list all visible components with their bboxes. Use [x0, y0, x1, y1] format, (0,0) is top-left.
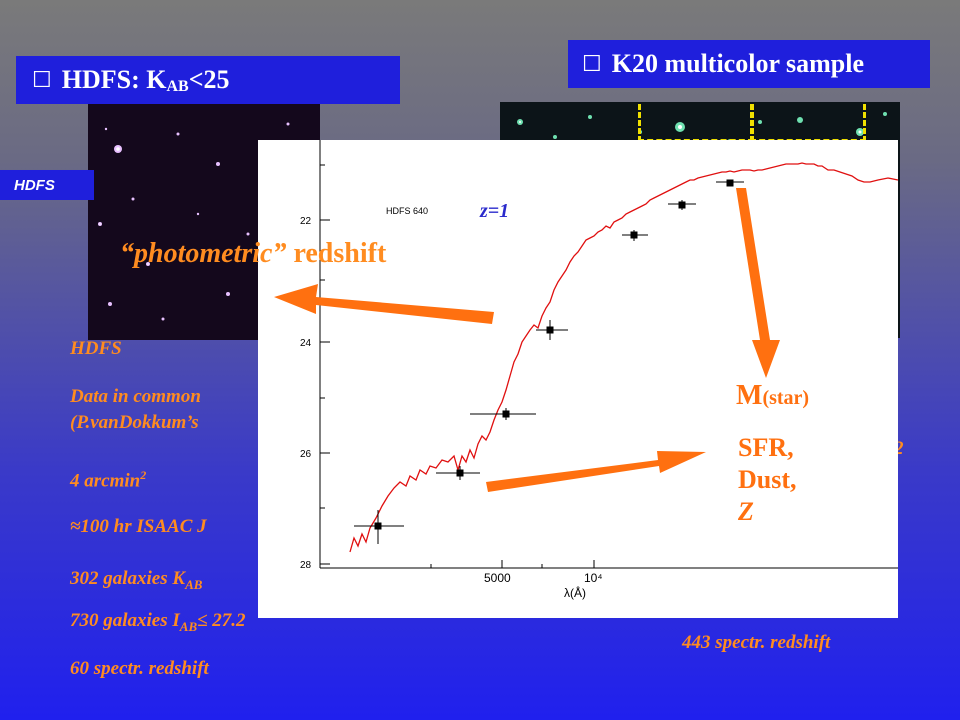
mstar-label: M(star): [736, 380, 810, 411]
k20-header-text: K20 multicolor sample: [611, 49, 865, 78]
y-tick-24: 24: [300, 338, 312, 349]
redshift-z-label: z=1: [480, 200, 510, 222]
hdfs-info-title: HDFS: [70, 338, 122, 359]
y-tick-22: 22: [300, 216, 312, 227]
hdfs-info-line7: 60 spectr. redshift: [70, 658, 209, 679]
field-outline-1: [638, 102, 754, 142]
hdfs-info-line2: (P.vanDokkum’s: [70, 412, 199, 433]
x-tick-10e4: 10⁴: [584, 571, 603, 585]
hdfs-info-line4: ≈100 hr ISAAC J: [70, 516, 207, 537]
sfr-text: SFR,: [738, 433, 794, 462]
y-ticks: [320, 164, 330, 565]
y-tick-28: 28: [300, 560, 312, 571]
hdfs-info-line1: Data in common: [70, 386, 201, 407]
sed-plot: 22 24 26 28 5000 10⁴ λ(Å) HDFS 640: [300, 140, 898, 600]
hdfs-info-line3: 4 arcmin2: [70, 468, 147, 492]
hdfs-header-text: HDFS: K: [61, 65, 167, 94]
k20-header: ☐ K20 multicolor sample: [568, 40, 930, 88]
hdfs-header-tail: <25: [188, 65, 230, 94]
photometric-points: [354, 179, 744, 544]
hdfs-info-line6: 730 galaxies IAB≤ 27.2: [70, 610, 246, 634]
hdfs-info-line5: 302 galaxies KAB: [70, 568, 203, 592]
hdfs-header: ☐ HDFS: K AB <25: [16, 56, 400, 104]
x-ticks: [430, 560, 595, 568]
sed-plot-panel: 22 24 26 28 5000 10⁴ λ(Å) HDFS 640: [258, 140, 898, 618]
field-outline-2: [750, 102, 866, 142]
star-field: [98, 122, 290, 321]
object-label: HDFS 640: [386, 206, 428, 216]
metallicity-text: Z: [738, 497, 754, 526]
hdfs-header-sub: AB: [166, 78, 189, 95]
k20-spectr-redshift: 443 spectr. redshift: [682, 632, 831, 653]
hdfs-tag: HDFS: [0, 170, 94, 200]
x-axis-label: λ(Å): [564, 585, 586, 600]
checkbox-icon: ☐: [32, 67, 52, 93]
right-info-peek-1: 2: [894, 438, 904, 459]
sfr-dust-z-label: SFR, Dust, Z: [738, 432, 797, 528]
sed-spectrum-curve: [349, 162, 898, 553]
x-tick-5000: 5000: [484, 571, 511, 585]
dust-text: Dust,: [738, 465, 797, 494]
checkbox-icon: ☐: [582, 51, 602, 77]
photometric-redshift-label: “photometric” redshift: [120, 238, 387, 269]
y-tick-26: 26: [300, 449, 312, 460]
